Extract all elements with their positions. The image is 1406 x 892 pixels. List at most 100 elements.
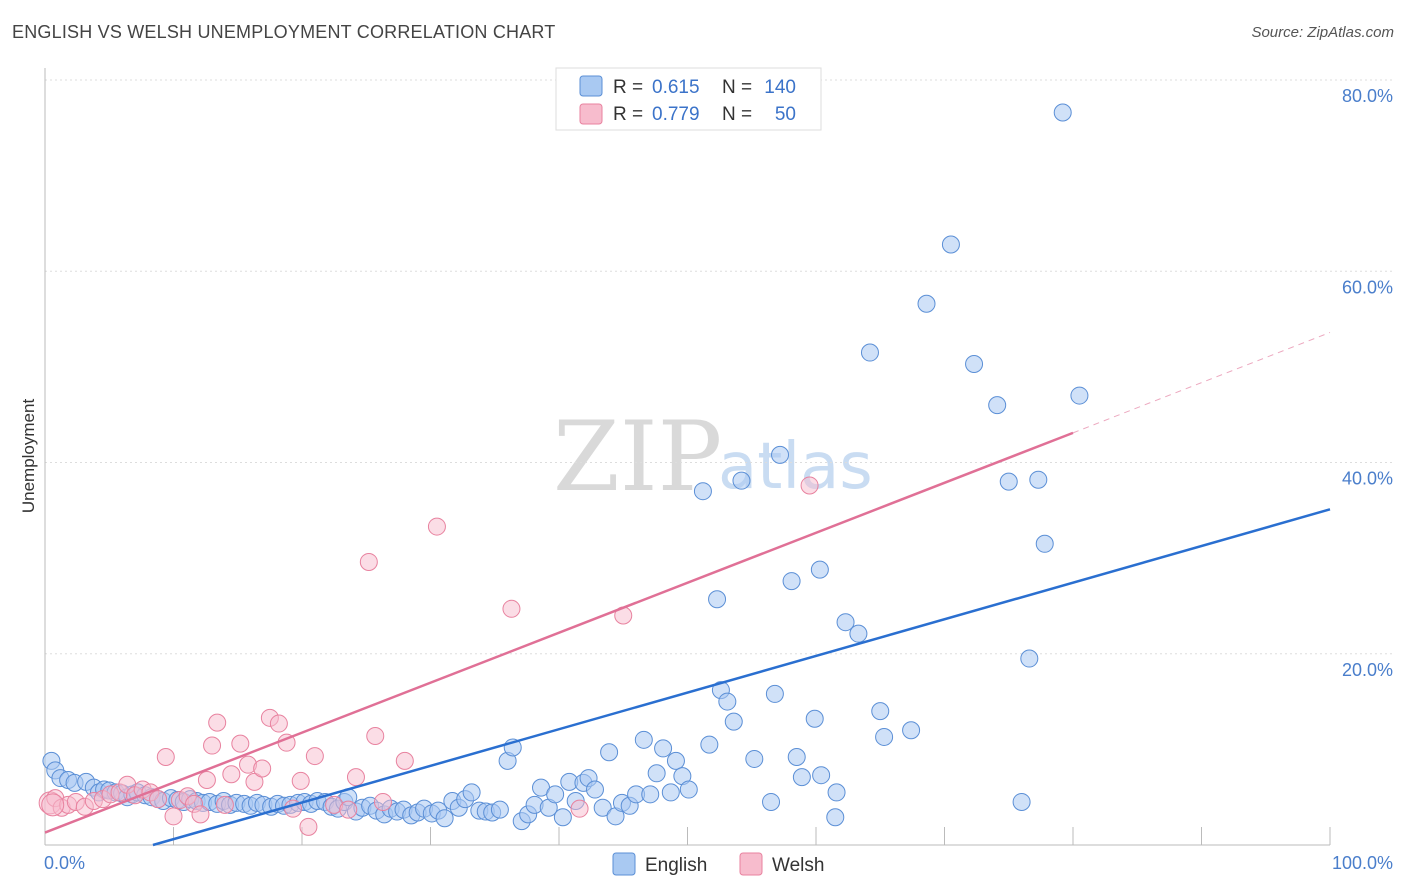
english-point-90 xyxy=(641,785,660,804)
welsh-point-24 xyxy=(215,795,234,814)
watermark-zip: ZIP xyxy=(553,401,722,513)
english-point-109 xyxy=(787,748,806,767)
welsh-point-46 xyxy=(570,799,589,818)
welsh-point-43 xyxy=(395,751,414,770)
legend-english-r-value: 0.615 xyxy=(652,77,700,98)
bottom-legend-english-label: English xyxy=(645,855,707,876)
welsh-point-42 xyxy=(373,792,392,811)
welsh-point-25 xyxy=(222,765,241,784)
bottom-legend-welsh-swatch xyxy=(739,852,763,876)
legend-english-swatch xyxy=(579,75,603,97)
y-tick-label-1: 40.0% xyxy=(1342,469,1393,489)
welsh-point-14 xyxy=(149,790,168,809)
watermark-atlas: atlas xyxy=(718,430,873,504)
english-point-130 xyxy=(1035,534,1054,553)
english-point-84 xyxy=(600,743,619,762)
english-point-68 xyxy=(490,800,509,819)
welsh-point-20 xyxy=(191,805,210,824)
english-point-83 xyxy=(593,798,612,817)
welsh-trend-extension xyxy=(1072,331,1331,434)
english-point-120 xyxy=(875,727,894,746)
legend-english-r-label: R = xyxy=(613,77,643,98)
english-point-131 xyxy=(1053,103,1072,122)
english-point-60 xyxy=(435,809,454,828)
english-point-98 xyxy=(700,735,719,754)
english-point-127 xyxy=(1012,792,1031,811)
y-axis-label: Unemployment xyxy=(19,399,38,514)
english-points xyxy=(42,103,1089,831)
english-point-123 xyxy=(941,235,960,254)
english-point-113 xyxy=(812,766,831,785)
english-point-128 xyxy=(1020,649,1039,668)
top-legend: R = 0.615 N = 140 R = 0.779 N = 50 xyxy=(555,67,822,131)
bottom-legend-welsh-label: Welsh xyxy=(772,855,824,876)
y-tick-label-0: 20.0% xyxy=(1342,660,1393,680)
axes xyxy=(44,68,1331,846)
y-tick-label-3: 80.0% xyxy=(1342,86,1393,106)
english-point-106 xyxy=(765,684,784,703)
english-point-125 xyxy=(988,396,1007,415)
english-point-82 xyxy=(585,780,604,799)
legend-welsh-swatch xyxy=(579,103,603,125)
welsh-point-26 xyxy=(231,734,250,753)
welsh-point-34 xyxy=(291,771,310,790)
welsh-point-31 xyxy=(269,714,288,733)
welsh-point-29 xyxy=(253,759,272,778)
welsh-point-44 xyxy=(427,517,446,536)
welsh-point-28 xyxy=(245,772,264,791)
english-point-112 xyxy=(810,560,829,579)
english-point-105 xyxy=(762,792,781,811)
english-point-111 xyxy=(805,709,824,728)
y-tick-labels: 20.0% 40.0% 60.0% 80.0% xyxy=(1342,86,1393,680)
welsh-point-48 xyxy=(800,476,819,495)
legend-welsh-r-label: R = xyxy=(613,104,643,125)
y-tick-label-2: 60.0% xyxy=(1342,277,1393,297)
legend-welsh-n-label: N = xyxy=(722,104,752,125)
english-point-124 xyxy=(965,355,984,374)
english-point-107 xyxy=(771,445,790,464)
english-point-121 xyxy=(902,721,921,740)
source-label: Source: ZipAtlas.com xyxy=(1251,24,1394,41)
english-point-110 xyxy=(792,768,811,787)
welsh-point-39 xyxy=(346,768,365,787)
welsh-trend-line xyxy=(44,431,1074,834)
x-tick-label-max: 100.0% xyxy=(1332,853,1393,873)
english-point-116 xyxy=(836,613,855,632)
english-point-103 xyxy=(732,471,751,490)
legend-welsh-n-value: 50 xyxy=(775,104,796,125)
trend-lines xyxy=(44,331,1331,847)
welsh-point-23 xyxy=(208,713,227,732)
welsh-point-15 xyxy=(156,748,175,767)
welsh-point-49 xyxy=(41,793,65,817)
welsh-point-38 xyxy=(339,800,358,819)
english-point-94 xyxy=(666,751,685,770)
english-point-114 xyxy=(827,783,846,802)
welsh-point-45 xyxy=(502,599,521,618)
english-point-93 xyxy=(661,783,680,802)
english-point-96 xyxy=(679,780,698,799)
x-tick-label-min: 0.0% xyxy=(44,853,85,873)
welsh-point-35 xyxy=(299,817,318,836)
bottom-legend-english-swatch xyxy=(612,852,636,876)
english-point-91 xyxy=(647,764,666,783)
welsh-point-41 xyxy=(366,726,385,745)
english-point-118 xyxy=(860,343,879,362)
english-point-119 xyxy=(871,702,890,721)
english-point-92 xyxy=(654,739,673,758)
english-point-101 xyxy=(718,692,737,711)
welsh-point-22 xyxy=(203,736,222,755)
legend-welsh-r-value: 0.779 xyxy=(652,104,700,125)
chart-title: ENGLISH VS WELSH UNEMPLOYMENT CORRELATIO… xyxy=(12,22,556,42)
english-point-108 xyxy=(782,572,801,591)
welsh-points xyxy=(38,476,819,836)
english-point-126 xyxy=(999,472,1018,491)
english-point-64 xyxy=(462,783,481,802)
english-point-76 xyxy=(546,785,565,804)
legend-english-n-value: 140 xyxy=(764,77,796,98)
legend-english-n-label: N = xyxy=(722,77,752,98)
english-point-77 xyxy=(553,808,572,827)
grid-lines xyxy=(45,79,1395,655)
english-point-89 xyxy=(634,730,653,749)
english-point-122 xyxy=(917,294,936,313)
welsh-point-40 xyxy=(359,552,378,571)
